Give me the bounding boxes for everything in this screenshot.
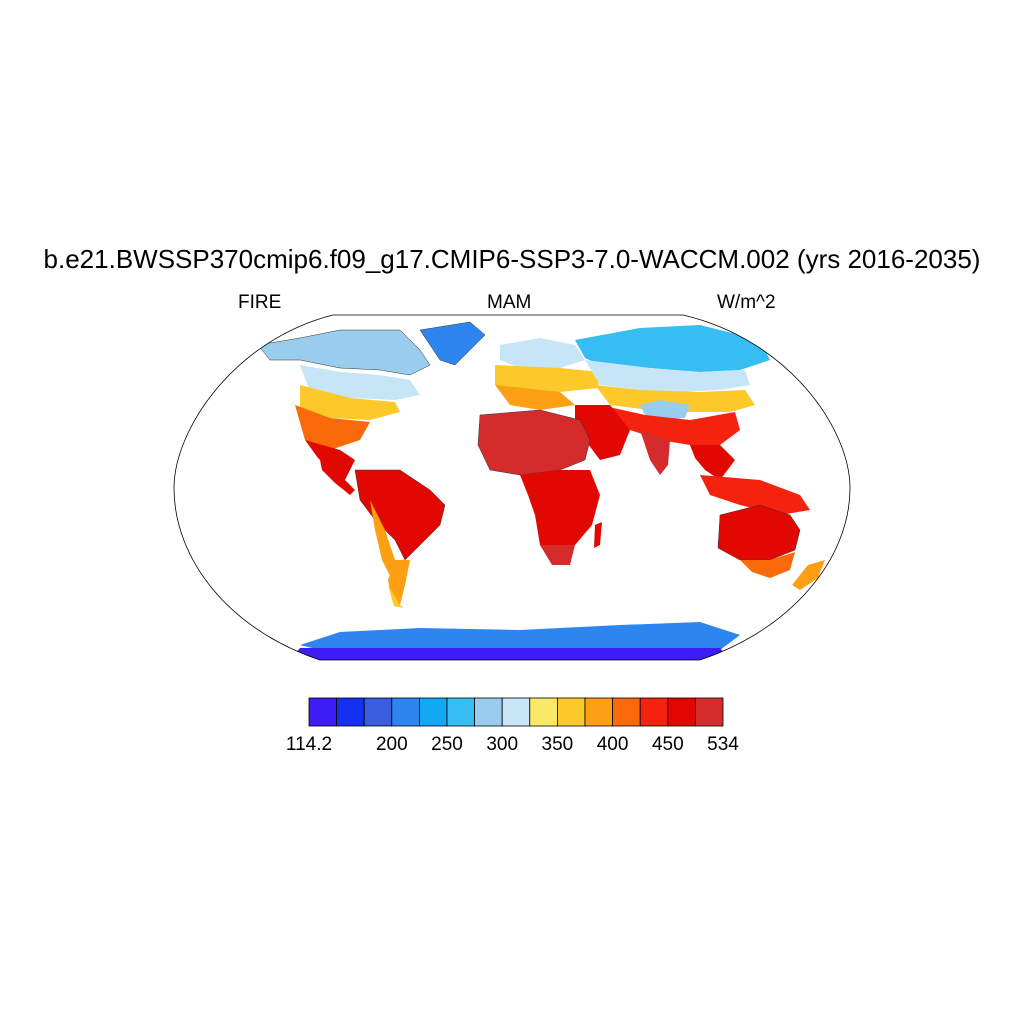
new-zealand — [792, 560, 825, 590]
colorbar-swatch — [529, 697, 558, 727]
colorbar-swatch — [695, 697, 724, 727]
south-america-patagonia — [388, 585, 404, 608]
south-america-andes — [370, 500, 395, 580]
africa-north — [477, 409, 591, 476]
colorbar-swatch — [501, 697, 531, 727]
colorbar-tick-label: 534 — [707, 734, 739, 755]
tibetan-plateau — [640, 400, 690, 420]
variable-label: FIRE — [238, 292, 282, 313]
africa-central — [520, 470, 600, 560]
asia-arctic — [575, 325, 770, 372]
colorbar-swatch — [557, 697, 586, 727]
europe-mid — [495, 365, 600, 392]
season-label: MAM — [487, 292, 532, 313]
south-america-south — [388, 560, 410, 605]
north-america-arctic — [257, 329, 431, 376]
colorbar-swatch — [639, 697, 669, 727]
colorbar-swatch — [446, 697, 476, 727]
australia-south — [740, 552, 795, 578]
asia-temperate — [595, 385, 755, 412]
colorbar-swatch — [336, 697, 365, 727]
colorbar-swatch — [363, 697, 393, 727]
greenland-region — [419, 321, 486, 366]
colorbar-swatch — [667, 697, 696, 727]
antarctica-coast — [300, 622, 740, 650]
colorbar-tick-label: 350 — [541, 734, 574, 755]
colorbar-swatch — [584, 697, 614, 727]
colorbar-swatch — [474, 697, 503, 727]
middle-east — [575, 405, 630, 460]
europe-south — [495, 385, 575, 410]
central-america — [320, 460, 355, 495]
colorbar-tick-label: 250 — [431, 734, 463, 755]
madagascar — [594, 522, 602, 548]
plot-title: b.e21.BWSSP370cmip6.f09_g17.CMIP6-SSP3-7… — [43, 244, 981, 274]
asia-south — [600, 405, 740, 445]
india-region — [640, 430, 670, 475]
colorbar-tick-label: 200 — [375, 734, 408, 755]
europe-north — [500, 338, 585, 368]
australia-north — [717, 504, 801, 561]
north-america-mid — [300, 385, 400, 420]
asia-boreal — [585, 360, 750, 392]
south-america-tropics — [354, 469, 446, 561]
colorbar-tick-label: 300 — [486, 734, 519, 755]
north-america-cool — [300, 365, 420, 400]
colorbar-swatch — [418, 697, 448, 727]
antarctica-interior — [290, 648, 730, 660]
colorbar-tick-label: 400 — [596, 734, 629, 755]
colorbar-swatch — [612, 697, 641, 727]
africa-south — [540, 545, 575, 565]
colorbar-swatch — [308, 697, 338, 727]
colorbar-swatch — [391, 697, 420, 727]
land-fill-layer — [257, 321, 825, 660]
maritime-continent — [700, 475, 810, 515]
colorbar-tick-label: 114.2 — [285, 734, 333, 755]
colorbar-tick-label: 450 — [651, 734, 684, 755]
southeast-asia — [690, 445, 735, 480]
globe-outline — [173, 314, 851, 661]
north-america-warm — [295, 405, 370, 450]
north-america-hot — [305, 440, 355, 480]
units-label: W/m^2 — [717, 292, 776, 313]
